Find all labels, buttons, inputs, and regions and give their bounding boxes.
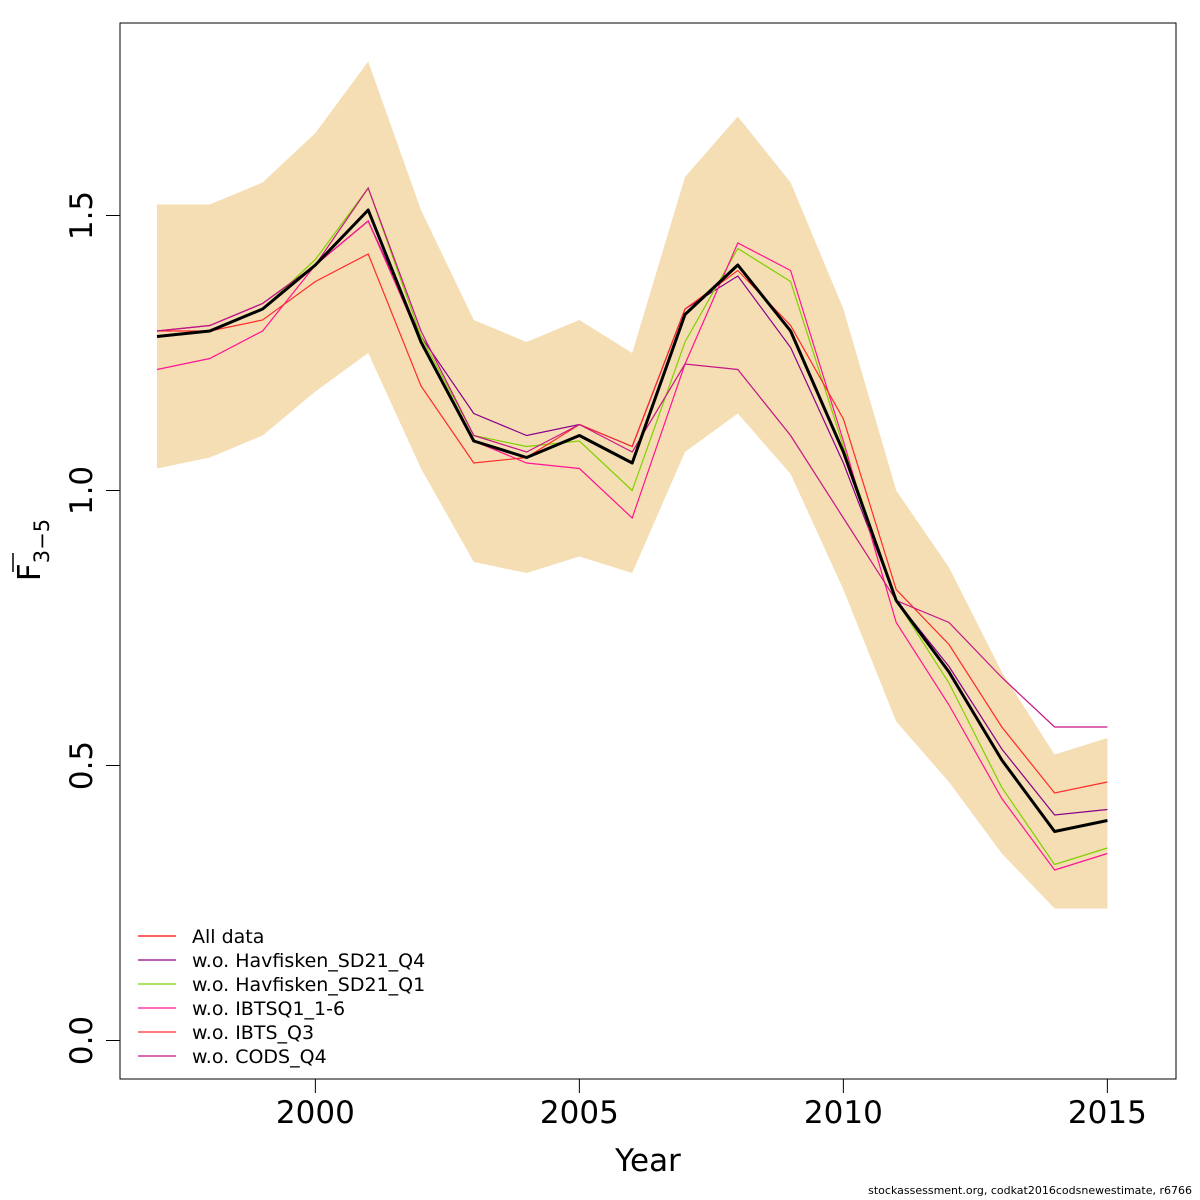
legend-label: w.o. CODS_Q4: [192, 1046, 327, 1068]
legend-label: All data: [192, 926, 264, 948]
x-axis: 2000 2005 2010 2015: [276, 1078, 1147, 1131]
y-axis: 0.0 0.5 1.0 1.5: [64, 191, 121, 1065]
y-tick-label: 1.5: [64, 191, 100, 240]
svg-text:F3−5: F3−5: [12, 519, 54, 581]
confidence-band: [157, 61, 1108, 909]
legend-label: w.o. Havfisken_SD21_Q4: [192, 950, 425, 972]
series-line-3: [156, 186, 1108, 866]
x-tick-label: 2000: [276, 1095, 355, 1131]
y-tick-label: 0.5: [64, 741, 100, 790]
series-line-5: [157, 253, 1108, 794]
legend-label: w.o. IBTS_Q3: [192, 1022, 314, 1044]
main-estimate-line: [156, 208, 1108, 833]
y-tick-label: 0.0: [64, 1016, 100, 1065]
x-axis-title: Year: [614, 1143, 681, 1179]
y-axis-title: F3−5: [12, 519, 54, 581]
x-tick-label: 2005: [540, 1095, 619, 1131]
y-axis-title-subscript: 3−5: [30, 519, 54, 563]
legend-label: w.o. IBTSQ1_1-6: [192, 998, 345, 1020]
confidence-band-layer: [157, 61, 1108, 909]
x-tick-label: 2015: [1068, 1095, 1147, 1131]
main-estimate-layer: [156, 208, 1108, 833]
footer-credit: stockassessment.org, codkat2016codsnewes…: [868, 1184, 1192, 1197]
y-tick-label: 1.0: [64, 466, 100, 515]
x-tick-label: 2010: [804, 1095, 883, 1131]
y-axis-title-main: F: [12, 563, 48, 581]
legend-label: w.o. Havfisken_SD21_Q1: [192, 974, 425, 996]
